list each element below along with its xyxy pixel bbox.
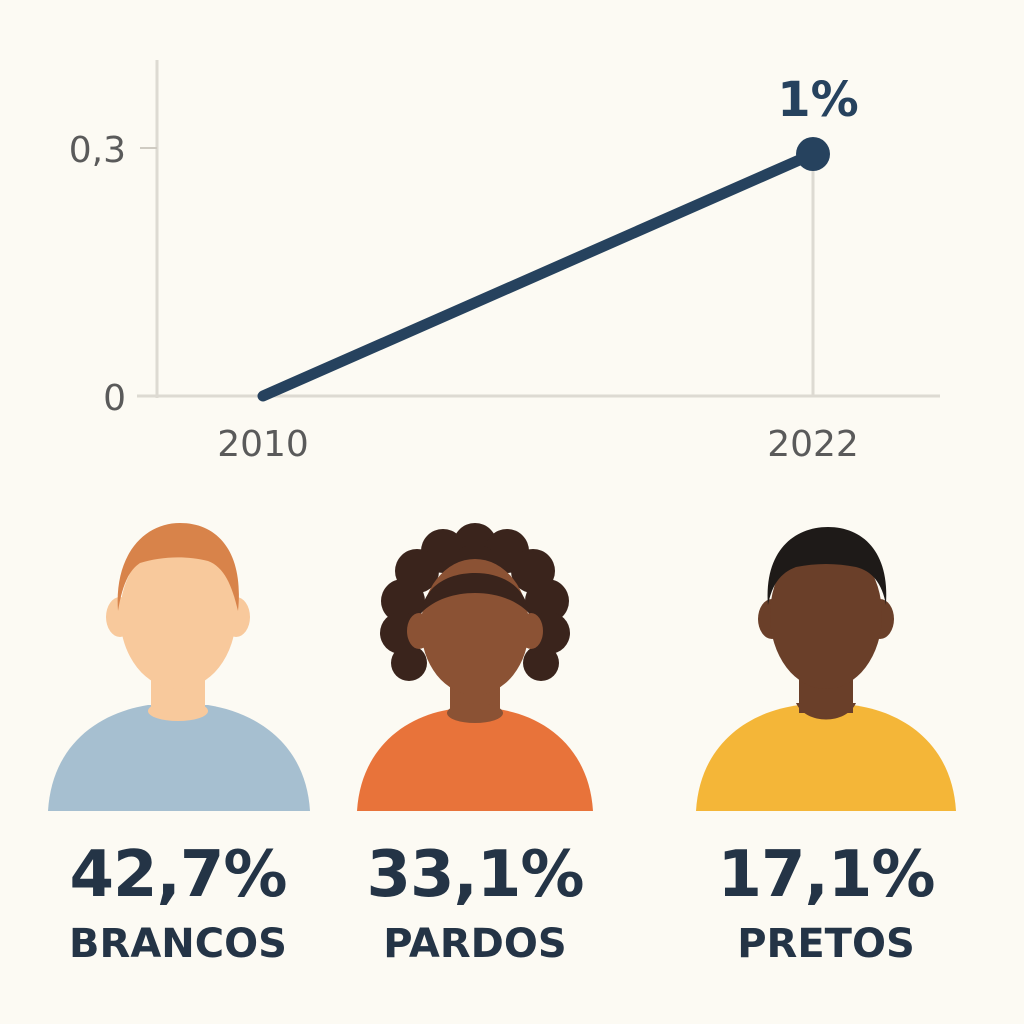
group-brancos: 42,7% BRANCOS	[28, 515, 328, 985]
group-percent: 42,7%	[69, 838, 287, 912]
x-tick-label-end: 2022	[767, 424, 859, 465]
group-pretos: 17,1% PRETOS	[676, 515, 976, 985]
group-pardos: 33,1% PARDOS	[325, 515, 625, 985]
y-tick-label-top: 0,3	[69, 130, 126, 171]
y-tick-label-zero: 0	[103, 378, 126, 419]
end-data-point	[796, 137, 830, 171]
person-light-skin-icon	[48, 523, 310, 811]
group-percent: 17,1%	[717, 838, 935, 912]
group-label: BRANCOS	[69, 921, 287, 967]
group-label: PRETOS	[737, 921, 915, 967]
end-value-label: 1%	[777, 72, 859, 128]
x-tick-label-start: 2010	[217, 424, 309, 465]
series-line	[257, 148, 819, 402]
group-label: PARDOS	[383, 921, 567, 967]
group-percent: 33,1%	[366, 838, 584, 912]
person-medium-skin-curly-hair-icon	[357, 523, 593, 811]
person-dark-skin-icon	[696, 527, 956, 811]
line-chart: 0,3 0 2010 2022 1%	[69, 60, 940, 465]
